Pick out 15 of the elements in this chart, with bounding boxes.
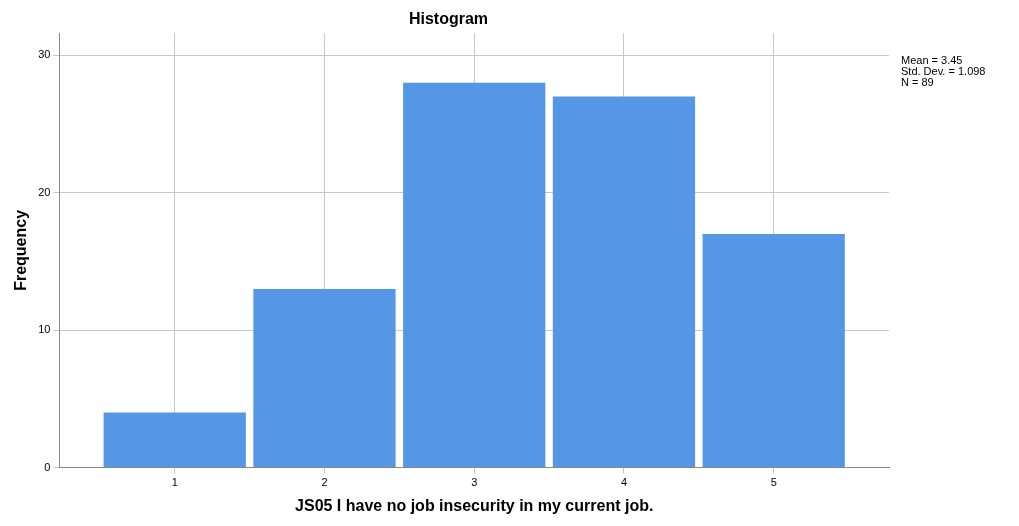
text: N = 89: [901, 75, 934, 88]
x-tick-label: 1: [171, 476, 178, 489]
text: Mean = 3.45: [901, 53, 963, 66]
y-axis-title: Frequency: [12, 209, 30, 291]
y-tick-label: 20: [38, 185, 51, 198]
chart-title: Histogram: [408, 10, 489, 28]
y-tick-label: 30: [38, 48, 51, 61]
y-tick-label: 0: [44, 460, 51, 473]
y-tick-label: 10: [38, 323, 51, 336]
x-tick-label: 4: [620, 476, 628, 489]
x-axis-title: JS05 I have no job insecurity in my current job.: [295, 496, 654, 514]
x-tick-label: 3: [471, 476, 478, 489]
text: Std. Dev. = 1.098: [901, 64, 986, 77]
x-tick-label: 5: [770, 476, 777, 489]
x-tick-label: 2: [321, 476, 328, 489]
